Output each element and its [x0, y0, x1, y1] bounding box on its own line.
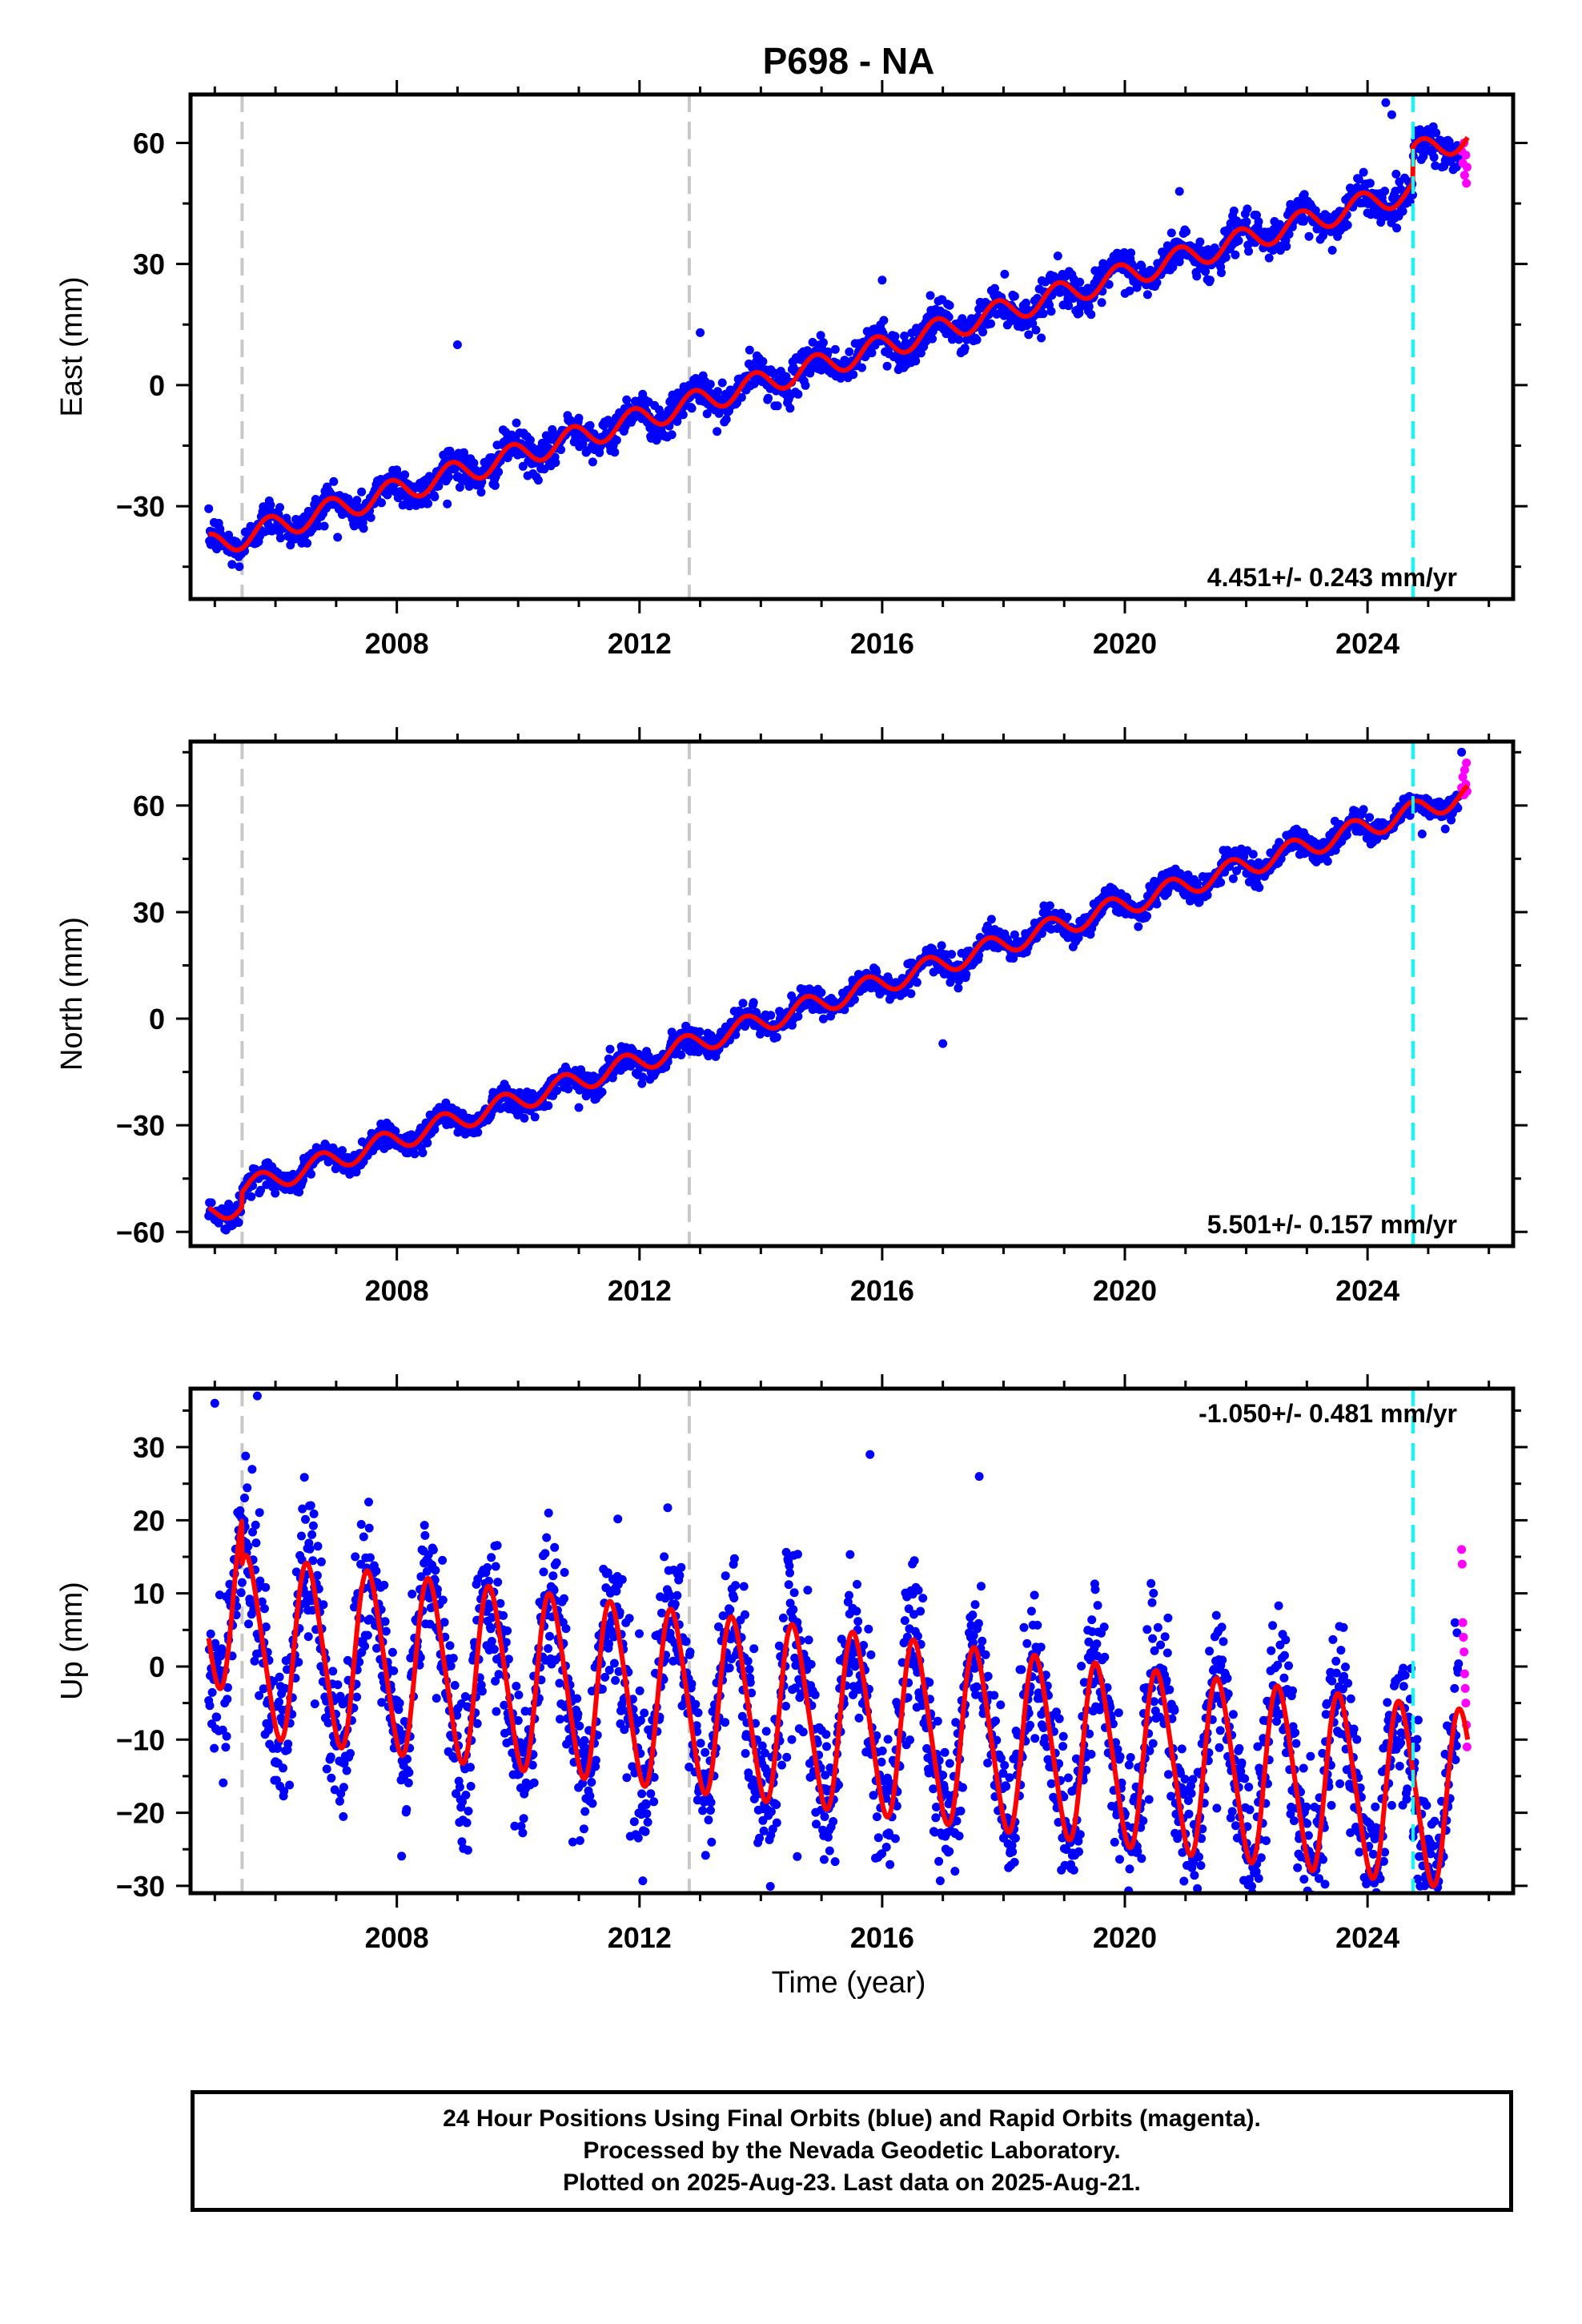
north-y-tick-label--30: −30	[116, 1109, 165, 1142]
east-y-axis-label: East (mm)	[55, 276, 89, 416]
east-rapid-orbit-point-4	[1461, 151, 1471, 160]
up-x-tick-label-2008: 2008	[365, 1921, 429, 1954]
up-rapid-orbit-point-3	[1459, 1632, 1468, 1642]
north-x-tick-label-2016: 2016	[850, 1274, 914, 1307]
east-final-orbit-points	[204, 98, 1464, 572]
up-plot-area	[204, 1389, 1472, 1893]
north-final-orbit-points	[204, 747, 1467, 1235]
north-panel: 2008 2012 2016 2020 2024 −60 −30 0 30 60 North (mm…	[55, 727, 1528, 1307]
north-velocity-label: 5.501+/- 0.157 mm/yr	[1207, 1210, 1457, 1239]
up-x-tick-label-2012: 2012	[608, 1921, 672, 1954]
east-y-tick-label--30: −30	[116, 490, 165, 523]
east-x-tick-label-2020: 2020	[1093, 627, 1157, 660]
up-rapid-orbit-point-0	[1457, 1545, 1467, 1554]
north-y-axis-label: North (mm)	[55, 917, 89, 1071]
east-rapid-orbit-point-5	[1462, 179, 1472, 188]
up-y-tick-label--20: −20	[116, 1797, 165, 1830]
north-model-fit-line	[207, 783, 1470, 1221]
east-plot-area	[204, 94, 1472, 599]
east-y-tick-label-60: 60	[133, 127, 165, 159]
up-y-tick-label-10: 10	[133, 1578, 165, 1610]
up-rapid-orbit-point-9	[1462, 1742, 1472, 1751]
north-x-tick-label-2020: 2020	[1093, 1274, 1157, 1307]
north-x-tick-label-2008: 2008	[365, 1274, 429, 1307]
processing-info-box: 24 Hour Positions Using Final Orbits (bl…	[191, 2090, 1513, 2212]
east-x-tick-label-2012: 2012	[608, 627, 672, 660]
east-model-fit-line	[207, 135, 1470, 553]
east-x-tick-label-2024: 2024	[1335, 627, 1399, 660]
east-velocity-label: 4.451+/- 0.243 mm/yr	[1207, 563, 1457, 592]
east-y-tick-label-0: 0	[149, 369, 165, 402]
north-y-tick-label--60: −60	[116, 1216, 165, 1248]
up-rapid-orbit-point-1	[1457, 1559, 1467, 1569]
up-frame	[188, 1386, 1516, 1896]
north-plot-area	[204, 742, 1472, 1246]
north-rapid-orbit-point-3	[1460, 765, 1469, 774]
north-y-tick-label-60: 60	[133, 790, 165, 822]
footer-line-1: 24 Hour Positions Using Final Orbits (bl…	[443, 2105, 1261, 2132]
east-rapid-orbit-point-6	[1462, 163, 1472, 172]
up-y-tick-label--30: −30	[116, 1870, 165, 1903]
up-velocity-label: -1.050+/- 0.481 mm/yr	[1199, 1399, 1457, 1428]
east-x-tick-label-2008: 2008	[365, 627, 429, 660]
north-x-tick-label-2024: 2024	[1335, 1274, 1399, 1307]
up-x-tick-label-2020: 2020	[1093, 1921, 1157, 1954]
footer-line-3: Plotted on 2025-Aug-23. Last data on 202…	[563, 2169, 1141, 2196]
footer-line-2: Processed by the Nevada Geodetic Laborat…	[583, 2137, 1121, 2164]
north-rapid-orbit-point-5	[1462, 758, 1472, 768]
up-rapid-orbit-point-5	[1460, 1669, 1469, 1679]
up-rapid-orbit-point-2	[1458, 1618, 1468, 1627]
east-frame	[188, 92, 1516, 601]
up-y-tick-label-0: 0	[149, 1651, 165, 1683]
up-x-tick-label-2024: 2024	[1335, 1921, 1399, 1954]
north-rapid-orbit-point-1	[1458, 772, 1468, 782]
x-axis-label: Time (year)	[772, 1966, 926, 2000]
up-y-tick-label-30: 30	[133, 1431, 165, 1464]
east-panel: 2008 2012 2016 2020 2024 −30 0 30 60 East (mm) 4.4…	[55, 80, 1528, 660]
north-frame	[188, 739, 1516, 1248]
up-y-axis-label: Up (mm)	[55, 1582, 89, 1700]
east-x-tick-label-2016: 2016	[850, 627, 914, 660]
north-y-tick-label-0: 0	[149, 1003, 165, 1035]
north-y-tick-label-30: 30	[133, 896, 165, 929]
up-y-tick-label-20: 20	[133, 1504, 165, 1537]
up-x-tick-label-2016: 2016	[850, 1921, 914, 1954]
north-x-tick-label-2012: 2012	[608, 1274, 672, 1307]
figure-title: P698 - NA	[763, 40, 935, 82]
up-rapid-orbit-point-4	[1460, 1647, 1469, 1657]
up-rapid-orbit-point-6	[1460, 1683, 1470, 1693]
up-y-tick-label--10: −10	[116, 1723, 165, 1756]
east-rapid-orbit-point-3	[1460, 171, 1469, 180]
up-model-fit-line	[206, 1518, 1471, 1889]
east-y-tick-label-30: 30	[133, 248, 165, 281]
up-panel: 2008 2012 2016 2020 2024 −30 −20 −10 0 10 20 30 Up (…	[55, 1374, 1528, 1954]
up-rapid-orbit-point-7	[1461, 1699, 1471, 1708]
